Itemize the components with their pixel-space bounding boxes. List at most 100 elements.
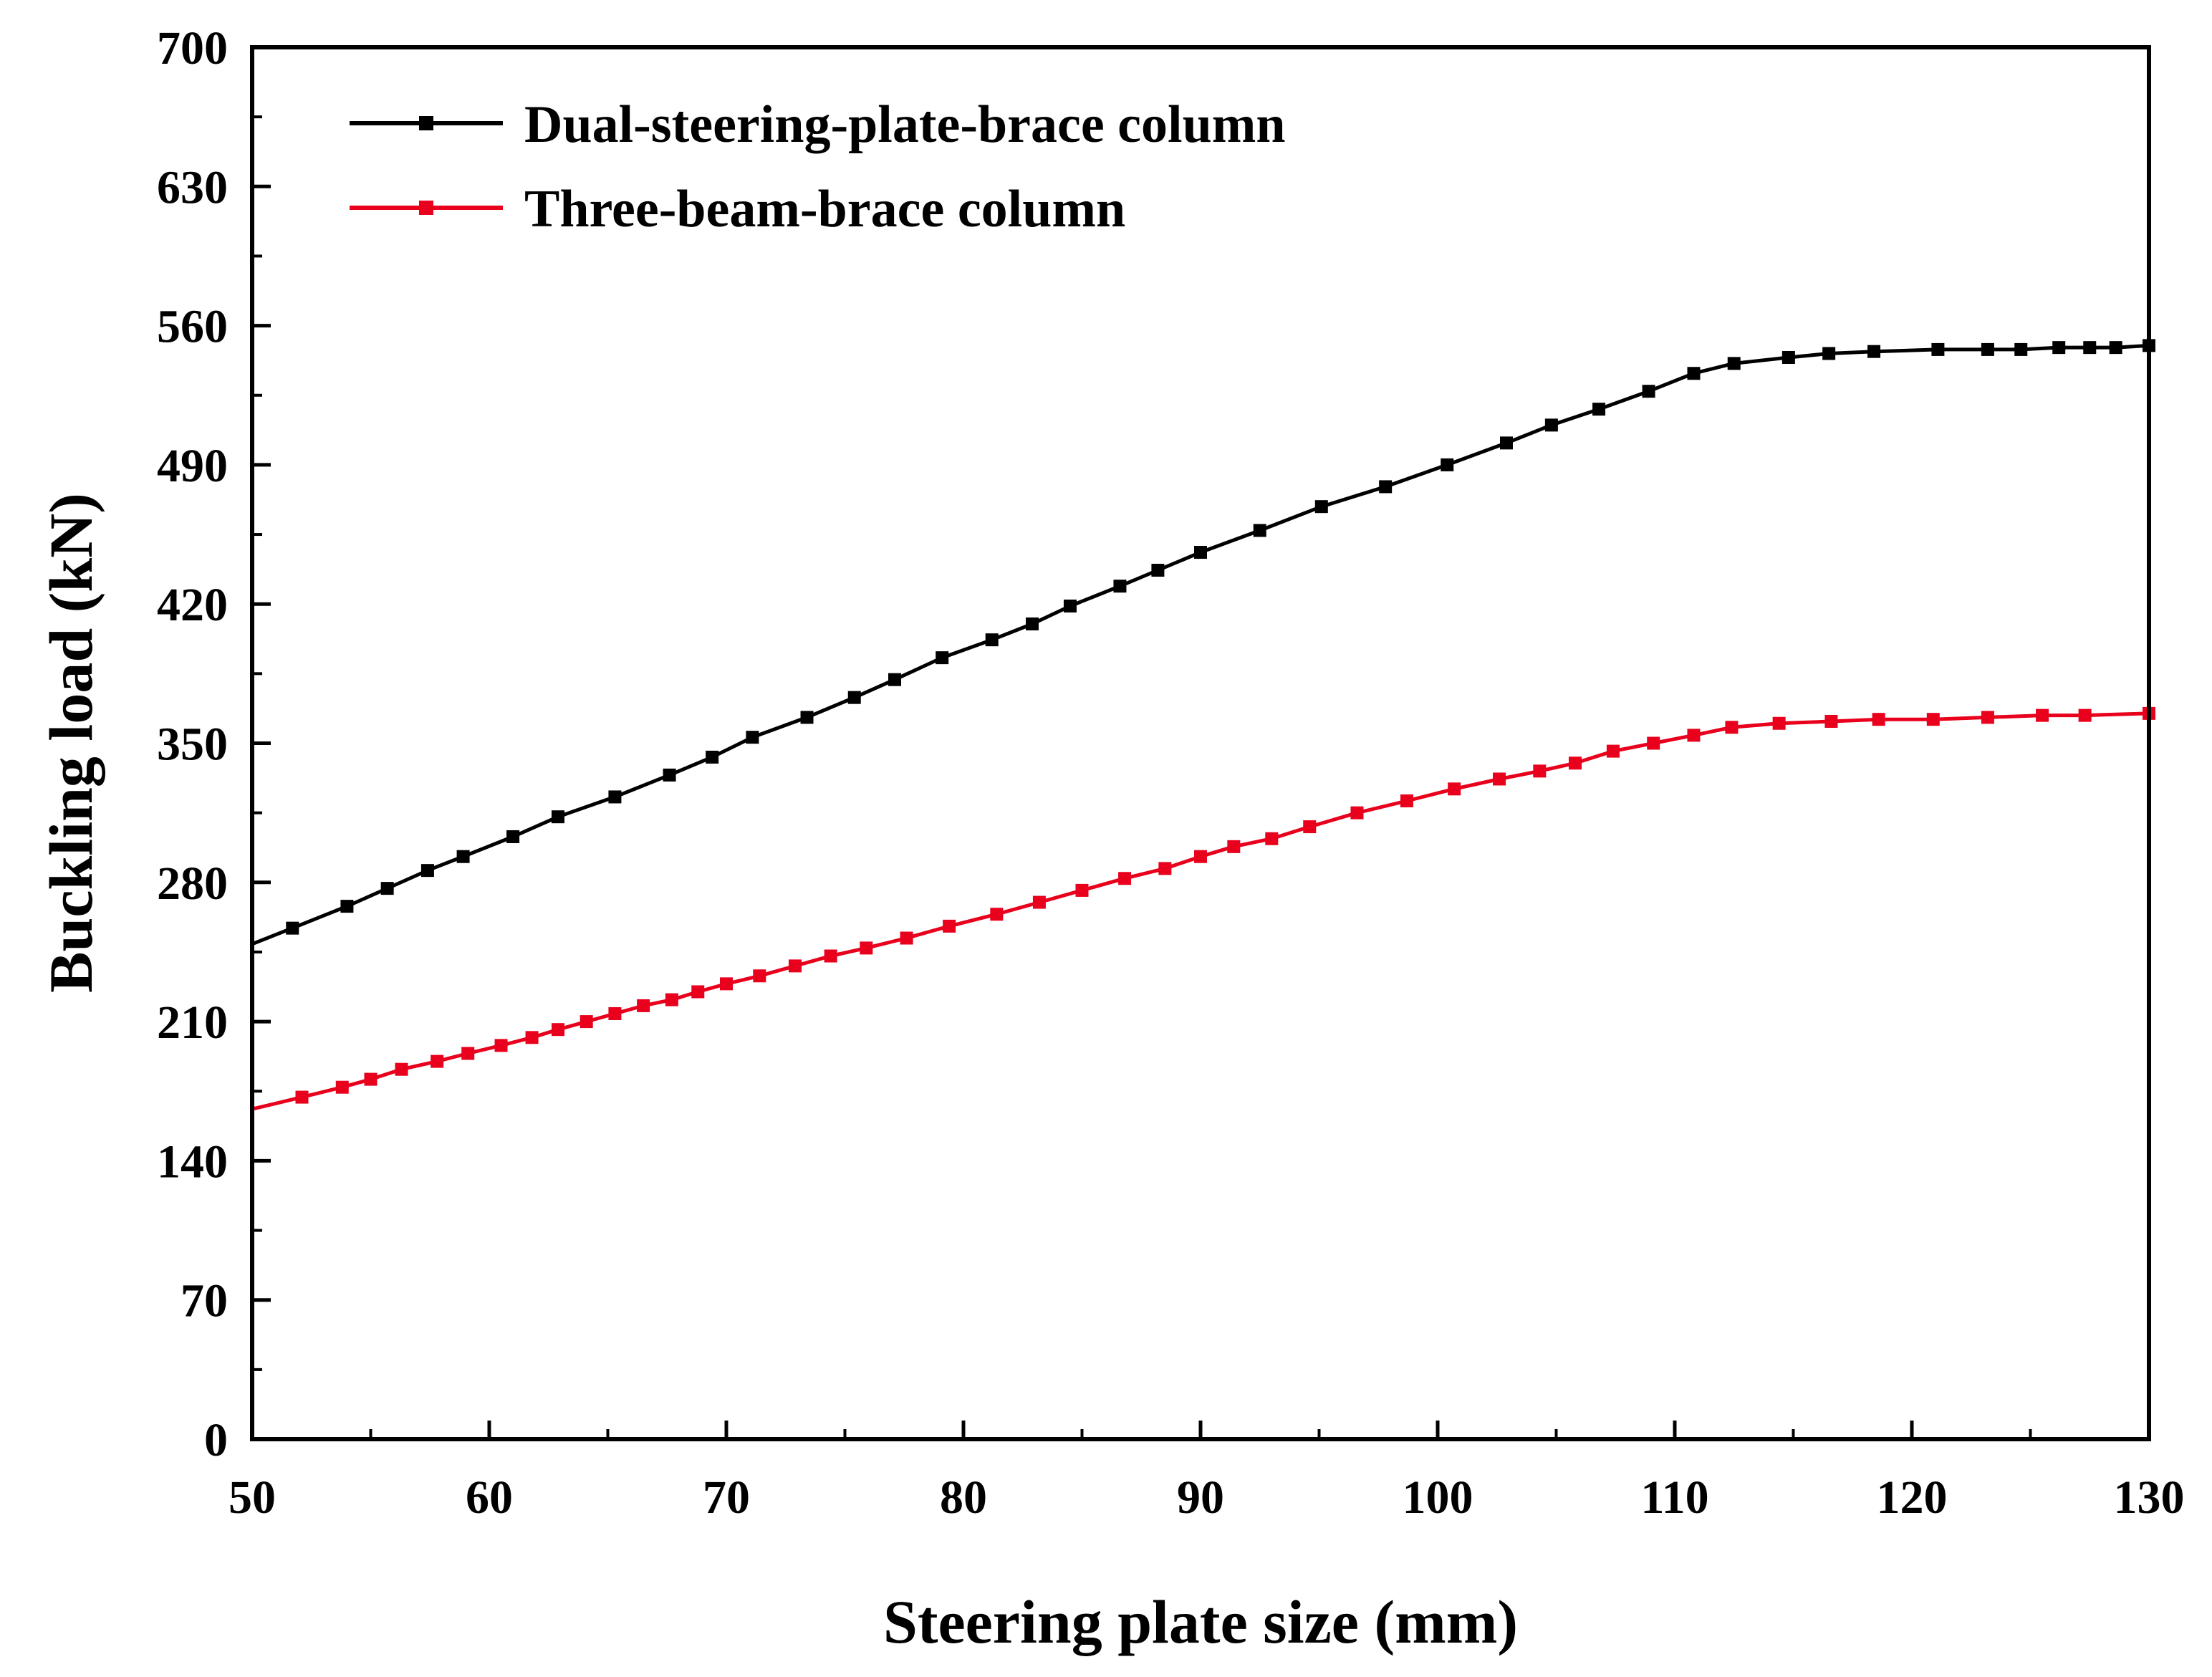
legend: Dual-steering-plate-brace column Three-be… [350,95,1286,239]
series-2-marker [900,931,913,945]
series-1-marker [1499,436,1513,450]
y-axis: 0 70 140 210 280 350 420 490 560 630 700 [157,22,271,1466]
series-1-marker [551,810,564,824]
series-2-marker [824,949,837,963]
series-2-marker [637,999,650,1012]
series-2-marker [1075,883,1089,897]
series-2-marker [1772,716,1786,730]
y-tick-label: 700 [157,22,228,75]
series-2-marker [1647,736,1660,750]
series-1-marker [985,633,999,647]
series-1-marker [1113,580,1127,593]
series-1-marker [1314,500,1328,514]
series-1-marker [1151,564,1165,577]
series-2-marker [860,941,873,955]
x-tick-label: 70 [703,1471,750,1524]
series-1-marker [380,882,394,895]
series-2-marker [551,1023,564,1037]
x-tick-label: 60 [466,1471,513,1524]
series-1-marker [2083,341,2097,355]
y-axis-title: Buckling load (kN) [37,493,105,993]
series-2-marker [1872,713,1885,726]
series-2-marker [2036,708,2049,722]
y-tick-label: 140 [157,1135,228,1188]
series-2-marker [691,985,705,999]
x-tick-label: 80 [940,1471,987,1524]
series-1-marker [1544,418,1558,432]
legend-marker-1 [419,116,433,130]
y-tick-label: 210 [157,996,228,1049]
series-2-marker [2078,708,2092,722]
series-2-marker [1448,782,1461,796]
series-1-marker [1867,345,1881,358]
series-2-marker [1926,713,1940,726]
y-tick-label: 490 [157,440,228,492]
series-2-marker [990,908,1004,921]
x-tick-label: 130 [2114,1471,2185,1524]
series-2-marker [1194,850,1207,863]
x-axis: 50 60 70 80 90 100 110 120 130 [229,1421,2185,1524]
series-1-marker [1441,458,1454,471]
x-tick-label: 100 [1403,1471,1473,1524]
series-2-marker [1687,729,1701,742]
series-2-marker [364,1072,378,1086]
y-tick-label: 70 [181,1275,228,1327]
series-1-marker [1253,524,1266,537]
series-line-1 [251,343,2150,946]
series-2-marker [1303,820,1317,834]
series-1-marker [506,830,520,843]
y-tick-label: 420 [157,579,228,631]
series-1-marker [286,921,299,935]
series-1-marker [663,768,676,782]
series-2-marker [665,993,678,1006]
series-2-marker [1981,711,1994,724]
series-1-marker [746,731,759,744]
series-1-marker [2014,342,2028,356]
series-1-marker [847,691,861,704]
series-1-marker [2052,341,2066,355]
series-2-marker [580,1015,593,1029]
series-layer [251,339,2155,1111]
series-2-marker [1725,721,1739,734]
series-2-marker [431,1054,444,1068]
series-1-marker [2109,341,2122,355]
series-2-marker [1350,806,1364,820]
series-1-marker [420,864,434,878]
series-2-marker [1227,840,1241,853]
series-2-marker [525,1031,539,1044]
y-tick-label: 560 [157,301,228,353]
series-1-marker [1781,351,1795,365]
series-2-marker [1824,714,1838,728]
series-2-marker [1606,744,1620,758]
series-2-marker [788,959,802,973]
series-1-marker [1379,480,1393,494]
series-1-marker [1642,385,1655,398]
series-1-marker [608,790,622,804]
legend-label-2: Three-beam-brace column [524,180,1125,239]
series-2-marker [1400,794,1413,807]
x-axis-title: Steering plate size (mm) [883,1587,1518,1656]
y-tick-label: 350 [157,719,228,771]
legend-marker-2 [419,201,433,215]
y-tick-label: 0 [204,1414,228,1466]
series-2-marker [395,1062,408,1076]
series-1-marker [706,750,719,764]
series-1-marker [340,900,354,913]
series-2-marker [1568,756,1582,770]
x-tick-label: 110 [1640,1471,1708,1524]
series-1-marker [888,673,902,686]
series-2-marker [720,977,733,991]
series-1-marker [1592,403,1606,416]
series-1-marker [1981,342,1994,356]
series-2-marker [461,1047,475,1060]
series-2-marker [608,1006,622,1020]
series-2-marker [1118,872,1132,885]
series-2-marker [295,1090,309,1104]
series-2-marker [943,919,956,933]
series-2-marker [1265,832,1279,845]
series-2-marker [753,969,766,983]
series-2-marker [1032,895,1046,909]
series-1-marker [1822,347,1836,360]
